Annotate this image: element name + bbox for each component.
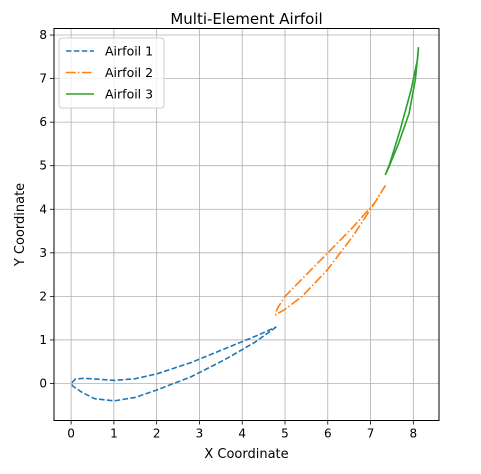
- y-tick-label: 3: [39, 246, 47, 260]
- x-axis-label: X Coordinate: [204, 447, 288, 462]
- x-tick-label: 1: [110, 427, 118, 441]
- legend-label-3: Airfoil 3: [105, 87, 153, 102]
- series-line-2: [274, 184, 387, 316]
- y-tick-label: 2: [39, 289, 47, 303]
- y-tick-label: 1: [39, 333, 47, 347]
- y-tick-label: 7: [39, 72, 47, 86]
- x-tick-label: 2: [153, 427, 161, 441]
- x-tick-label: 3: [196, 427, 204, 441]
- series-line-1: [70, 326, 277, 402]
- legend-box: [58, 37, 165, 109]
- plot-frame: [53, 28, 440, 421]
- x-tick-label: 7: [367, 427, 375, 441]
- y-axis-label: Y Coordinate: [13, 183, 28, 267]
- x-tick-label: 5: [281, 427, 289, 441]
- x-tick-label: 6: [324, 427, 332, 441]
- series-lines: [70, 47, 420, 402]
- y-tick-label: 8: [39, 28, 47, 42]
- chart-title: Multi-Element Airfoil: [170, 10, 322, 28]
- x-tick-label: 0: [67, 427, 75, 441]
- y-tick-label: 0: [39, 376, 47, 390]
- legend-label-1: Airfoil 1: [105, 44, 153, 59]
- grid-lines: [54, 28, 439, 421]
- y-tick-label: 5: [39, 159, 47, 173]
- y-tick-label: 6: [39, 115, 47, 129]
- legend-label-2: Airfoil 2: [105, 65, 153, 80]
- legend: Airfoil 1 Airfoil 2 Airfoil 3: [58, 37, 165, 109]
- x-tick-label: 4: [238, 427, 246, 441]
- series-line-3: [384, 47, 420, 176]
- y-tick-label: 4: [39, 202, 47, 216]
- x-tick-label: 8: [410, 427, 418, 441]
- axis-ticks: 0 1 2 3 4 5 6 7 8 0 1 2 3 4 5 6 7 8: [39, 28, 417, 440]
